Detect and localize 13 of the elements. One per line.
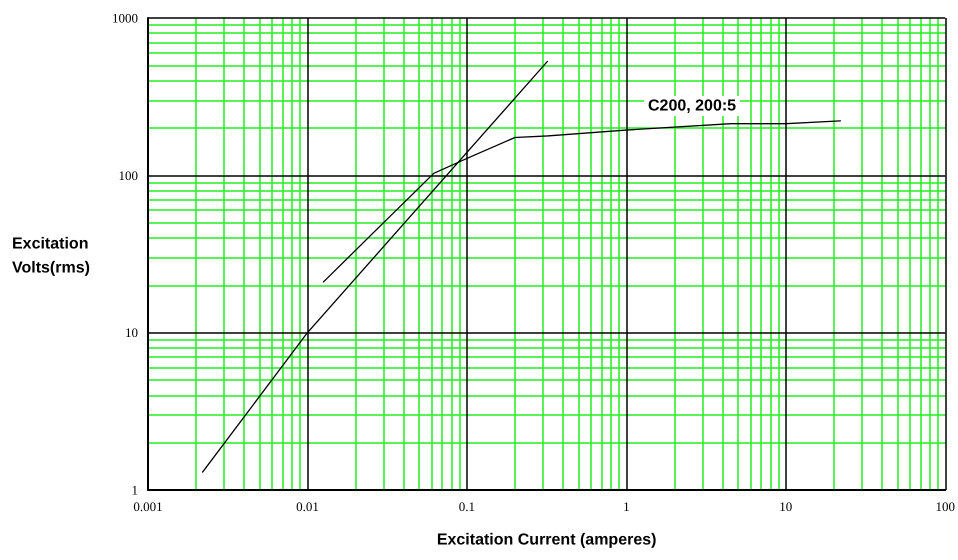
x-tick-label: 1 — [623, 499, 630, 514]
y-axis-title: Excitation Volts(rms) — [12, 236, 93, 276]
x-tick-label: 0.1 — [458, 499, 476, 514]
y-tick-label: 1 — [132, 482, 138, 498]
y-tick-label: 100 — [118, 168, 138, 183]
x-tick-label: 0.01 — [296, 499, 319, 514]
y-tick-label: 10 — [125, 325, 138, 340]
annotation: C200, 200:5 — [648, 98, 736, 114]
x-tick-label: 10 — [779, 499, 792, 514]
x-tick-label: 0.001 — [133, 499, 163, 514]
y-tick-label: 1000 — [112, 10, 138, 26]
x-axis-title: Excitation Current (amperes) — [436, 532, 656, 548]
x-tick-label: 100 — [936, 499, 955, 514]
